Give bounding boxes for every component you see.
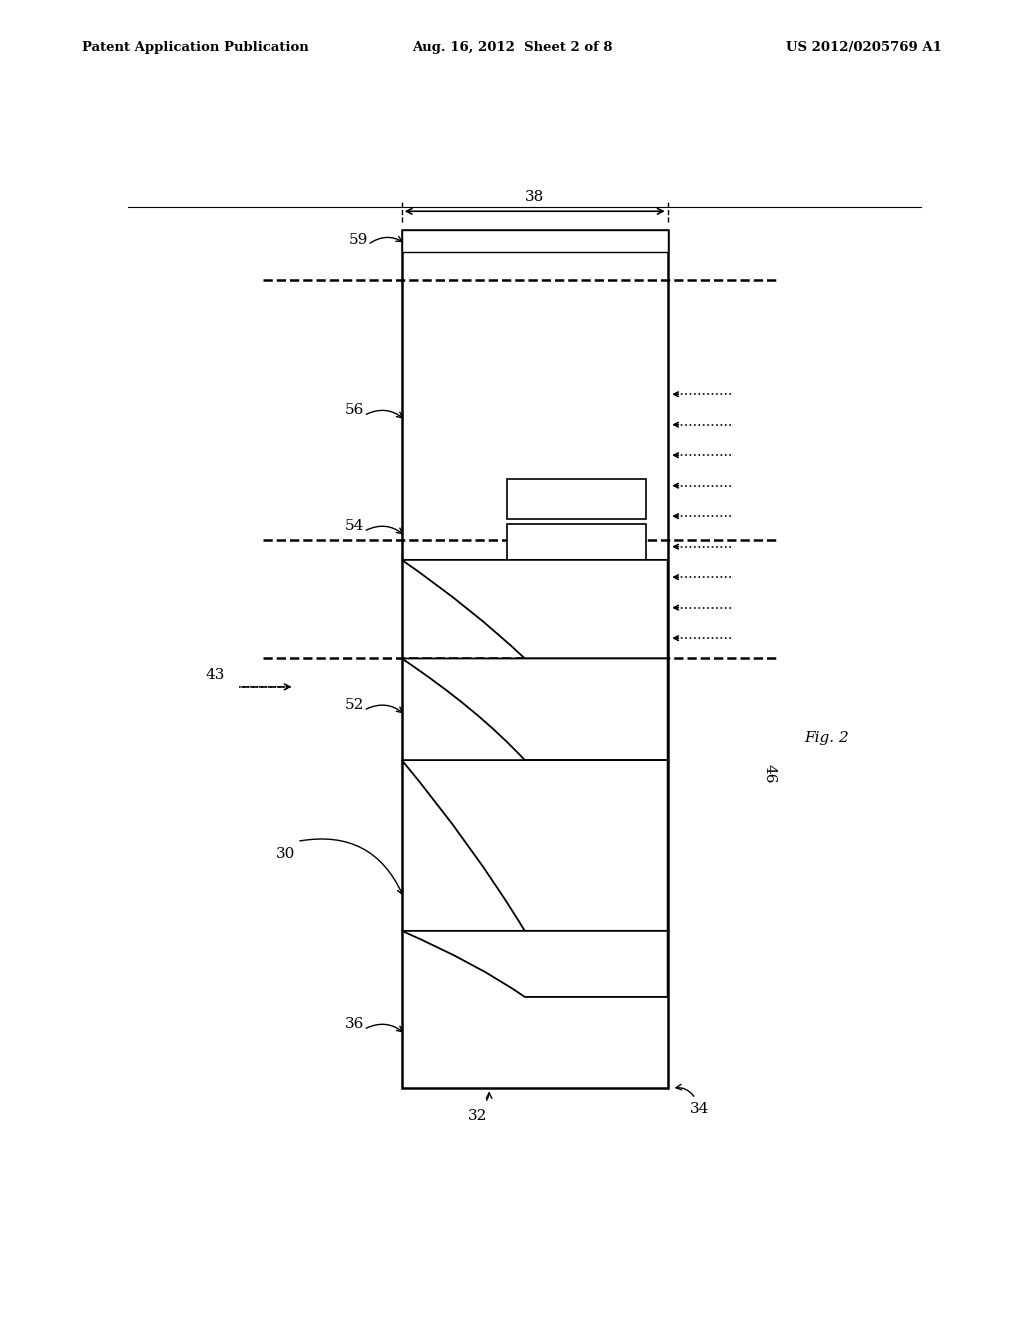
Text: 60: 60 bbox=[568, 537, 586, 552]
Text: 46: 46 bbox=[762, 763, 776, 783]
Text: 47: 47 bbox=[594, 957, 611, 972]
Text: 49: 49 bbox=[594, 705, 611, 718]
Bar bbox=[401, 230, 668, 1089]
Text: 56: 56 bbox=[344, 404, 364, 417]
Text: Fig. 2: Fig. 2 bbox=[804, 731, 849, 744]
Text: 43: 43 bbox=[206, 668, 225, 681]
PathPatch shape bbox=[401, 659, 668, 760]
Text: 38: 38 bbox=[525, 190, 545, 205]
Text: 40: 40 bbox=[559, 841, 579, 854]
Text: 52: 52 bbox=[344, 698, 364, 713]
PathPatch shape bbox=[401, 760, 668, 931]
Text: 59: 59 bbox=[348, 232, 368, 247]
Text: 36: 36 bbox=[344, 1018, 364, 1031]
Text: 32: 32 bbox=[468, 1109, 486, 1123]
Bar bbox=[401, 230, 668, 252]
PathPatch shape bbox=[401, 560, 668, 659]
Text: Aug. 16, 2012  Sheet 2 of 8: Aug. 16, 2012 Sheet 2 of 8 bbox=[412, 41, 612, 54]
Text: 34: 34 bbox=[690, 1102, 709, 1115]
Text: Patent Application Publication: Patent Application Publication bbox=[82, 41, 308, 54]
Bar bbox=[507, 479, 646, 519]
Text: 30: 30 bbox=[275, 846, 295, 861]
Text: 42: 42 bbox=[559, 603, 579, 618]
Text: US 2012/0205769 A1: US 2012/0205769 A1 bbox=[786, 41, 942, 54]
Text: 61: 61 bbox=[568, 492, 586, 506]
PathPatch shape bbox=[401, 931, 668, 997]
Text: 54: 54 bbox=[344, 519, 364, 533]
Bar bbox=[507, 524, 646, 565]
